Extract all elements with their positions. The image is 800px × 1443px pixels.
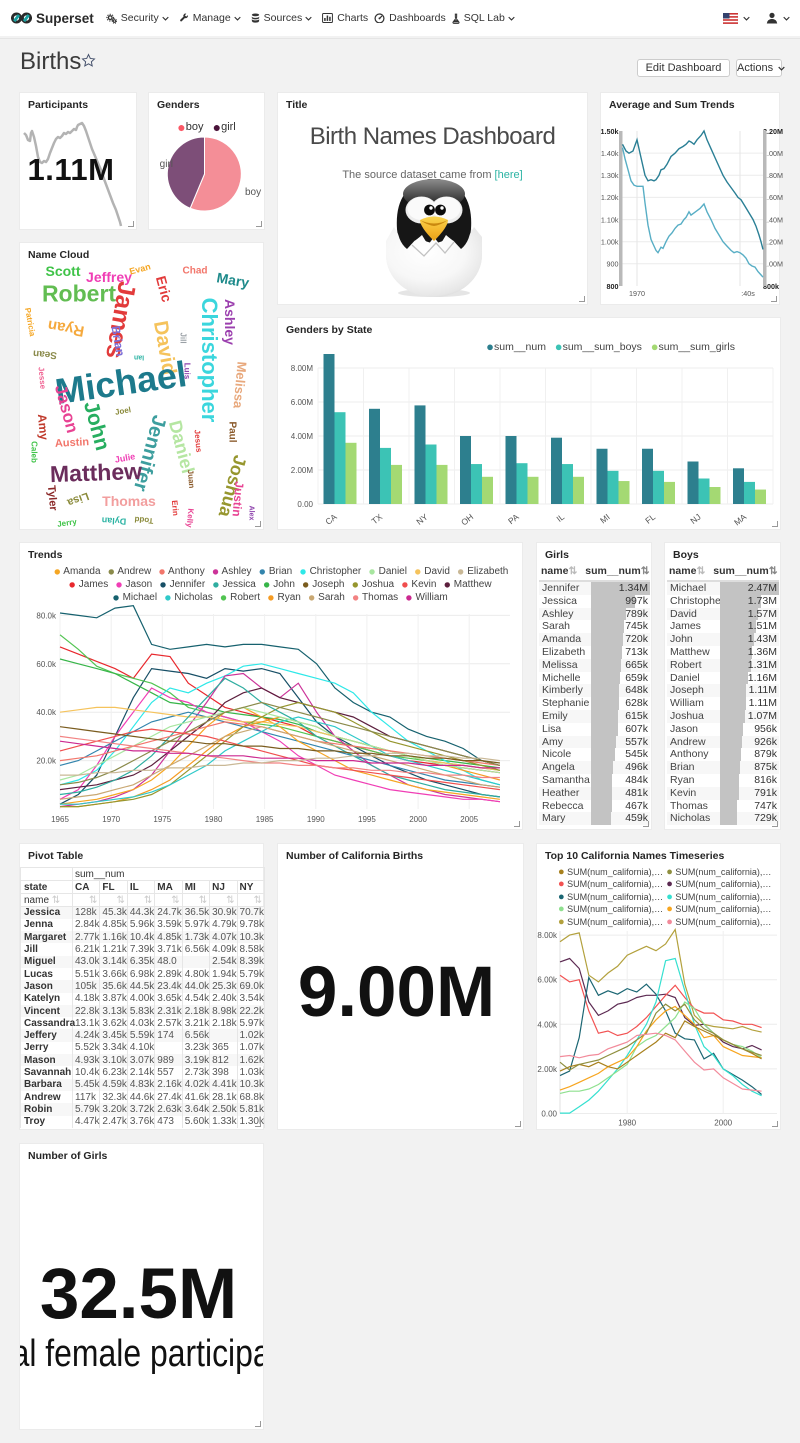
svg-text:1.00k: 1.00k: [601, 238, 619, 247]
svg-text:NY: NY: [414, 511, 430, 526]
svg-text:2.00M: 2.00M: [291, 466, 314, 475]
svg-text:MA: MA: [732, 511, 748, 527]
svg-text:1970: 1970: [102, 815, 120, 824]
svg-text:1.50k: 1.50k: [601, 127, 619, 136]
svg-text:2.00k: 2.00k: [537, 1065, 558, 1074]
svg-text:IL: IL: [554, 512, 566, 524]
svg-text:1.40k: 1.40k: [601, 149, 619, 158]
svg-text:8.00M: 8.00M: [291, 364, 314, 373]
svg-text:1980: 1980: [618, 1119, 636, 1128]
svg-text:1.30k: 1.30k: [601, 171, 619, 180]
svg-text:2000: 2000: [409, 815, 427, 824]
svg-text:PA: PA: [506, 511, 521, 526]
svg-text:6.00k: 6.00k: [537, 976, 558, 985]
svg-text:1.60M: 1.60M: [763, 193, 783, 202]
svg-text:20.0k: 20.0k: [36, 757, 57, 766]
svg-text:1975: 1975: [153, 815, 171, 824]
svg-text:OH: OH: [459, 512, 475, 528]
svg-text:800k: 800k: [763, 282, 779, 291]
svg-text:0.00: 0.00: [541, 1110, 557, 1119]
svg-text:1.10k: 1.10k: [601, 215, 619, 224]
svg-text:4.00k: 4.00k: [537, 1020, 558, 1029]
svg-text:40.0k: 40.0k: [36, 708, 57, 717]
svg-text:60.0k: 60.0k: [36, 660, 57, 669]
svg-text:8.00k: 8.00k: [537, 931, 558, 940]
svg-text:1.00M: 1.00M: [763, 260, 783, 269]
svg-text:girl: girl: [160, 159, 173, 170]
svg-text:1985: 1985: [256, 815, 274, 824]
svg-text:2000: 2000: [714, 1119, 732, 1128]
svg-text:2.20M: 2.20M: [763, 127, 783, 136]
svg-text:1.20k: 1.20k: [601, 193, 619, 202]
svg-text:0.00: 0.00: [297, 500, 313, 509]
svg-text:900: 900: [607, 260, 619, 269]
svg-text:1990: 1990: [307, 815, 325, 824]
svg-text:1.20M: 1.20M: [763, 238, 783, 247]
svg-text:TX: TX: [370, 512, 385, 527]
svg-text:NJ: NJ: [688, 512, 702, 526]
svg-text:1965: 1965: [51, 815, 69, 824]
svg-text:1.80M: 1.80M: [763, 171, 783, 180]
svg-text:6.00M: 6.00M: [291, 398, 314, 407]
svg-text:4.00M: 4.00M: [291, 432, 314, 441]
svg-text:1.40M: 1.40M: [763, 215, 783, 224]
svg-text:FL: FL: [643, 512, 657, 526]
svg-text:2.00M: 2.00M: [763, 149, 783, 158]
svg-text:80.0k: 80.0k: [36, 611, 57, 620]
svg-text:2005: 2005: [460, 815, 478, 824]
svg-text:1980: 1980: [205, 815, 223, 824]
svg-text:MI: MI: [598, 512, 612, 526]
svg-text:CA: CA: [323, 511, 339, 526]
svg-text:1995: 1995: [358, 815, 376, 824]
svg-text:1970: 1970: [629, 289, 645, 298]
svg-text::40s: :40s: [741, 289, 755, 298]
svg-text:boy: boy: [245, 187, 261, 198]
svg-text:800: 800: [607, 282, 619, 291]
